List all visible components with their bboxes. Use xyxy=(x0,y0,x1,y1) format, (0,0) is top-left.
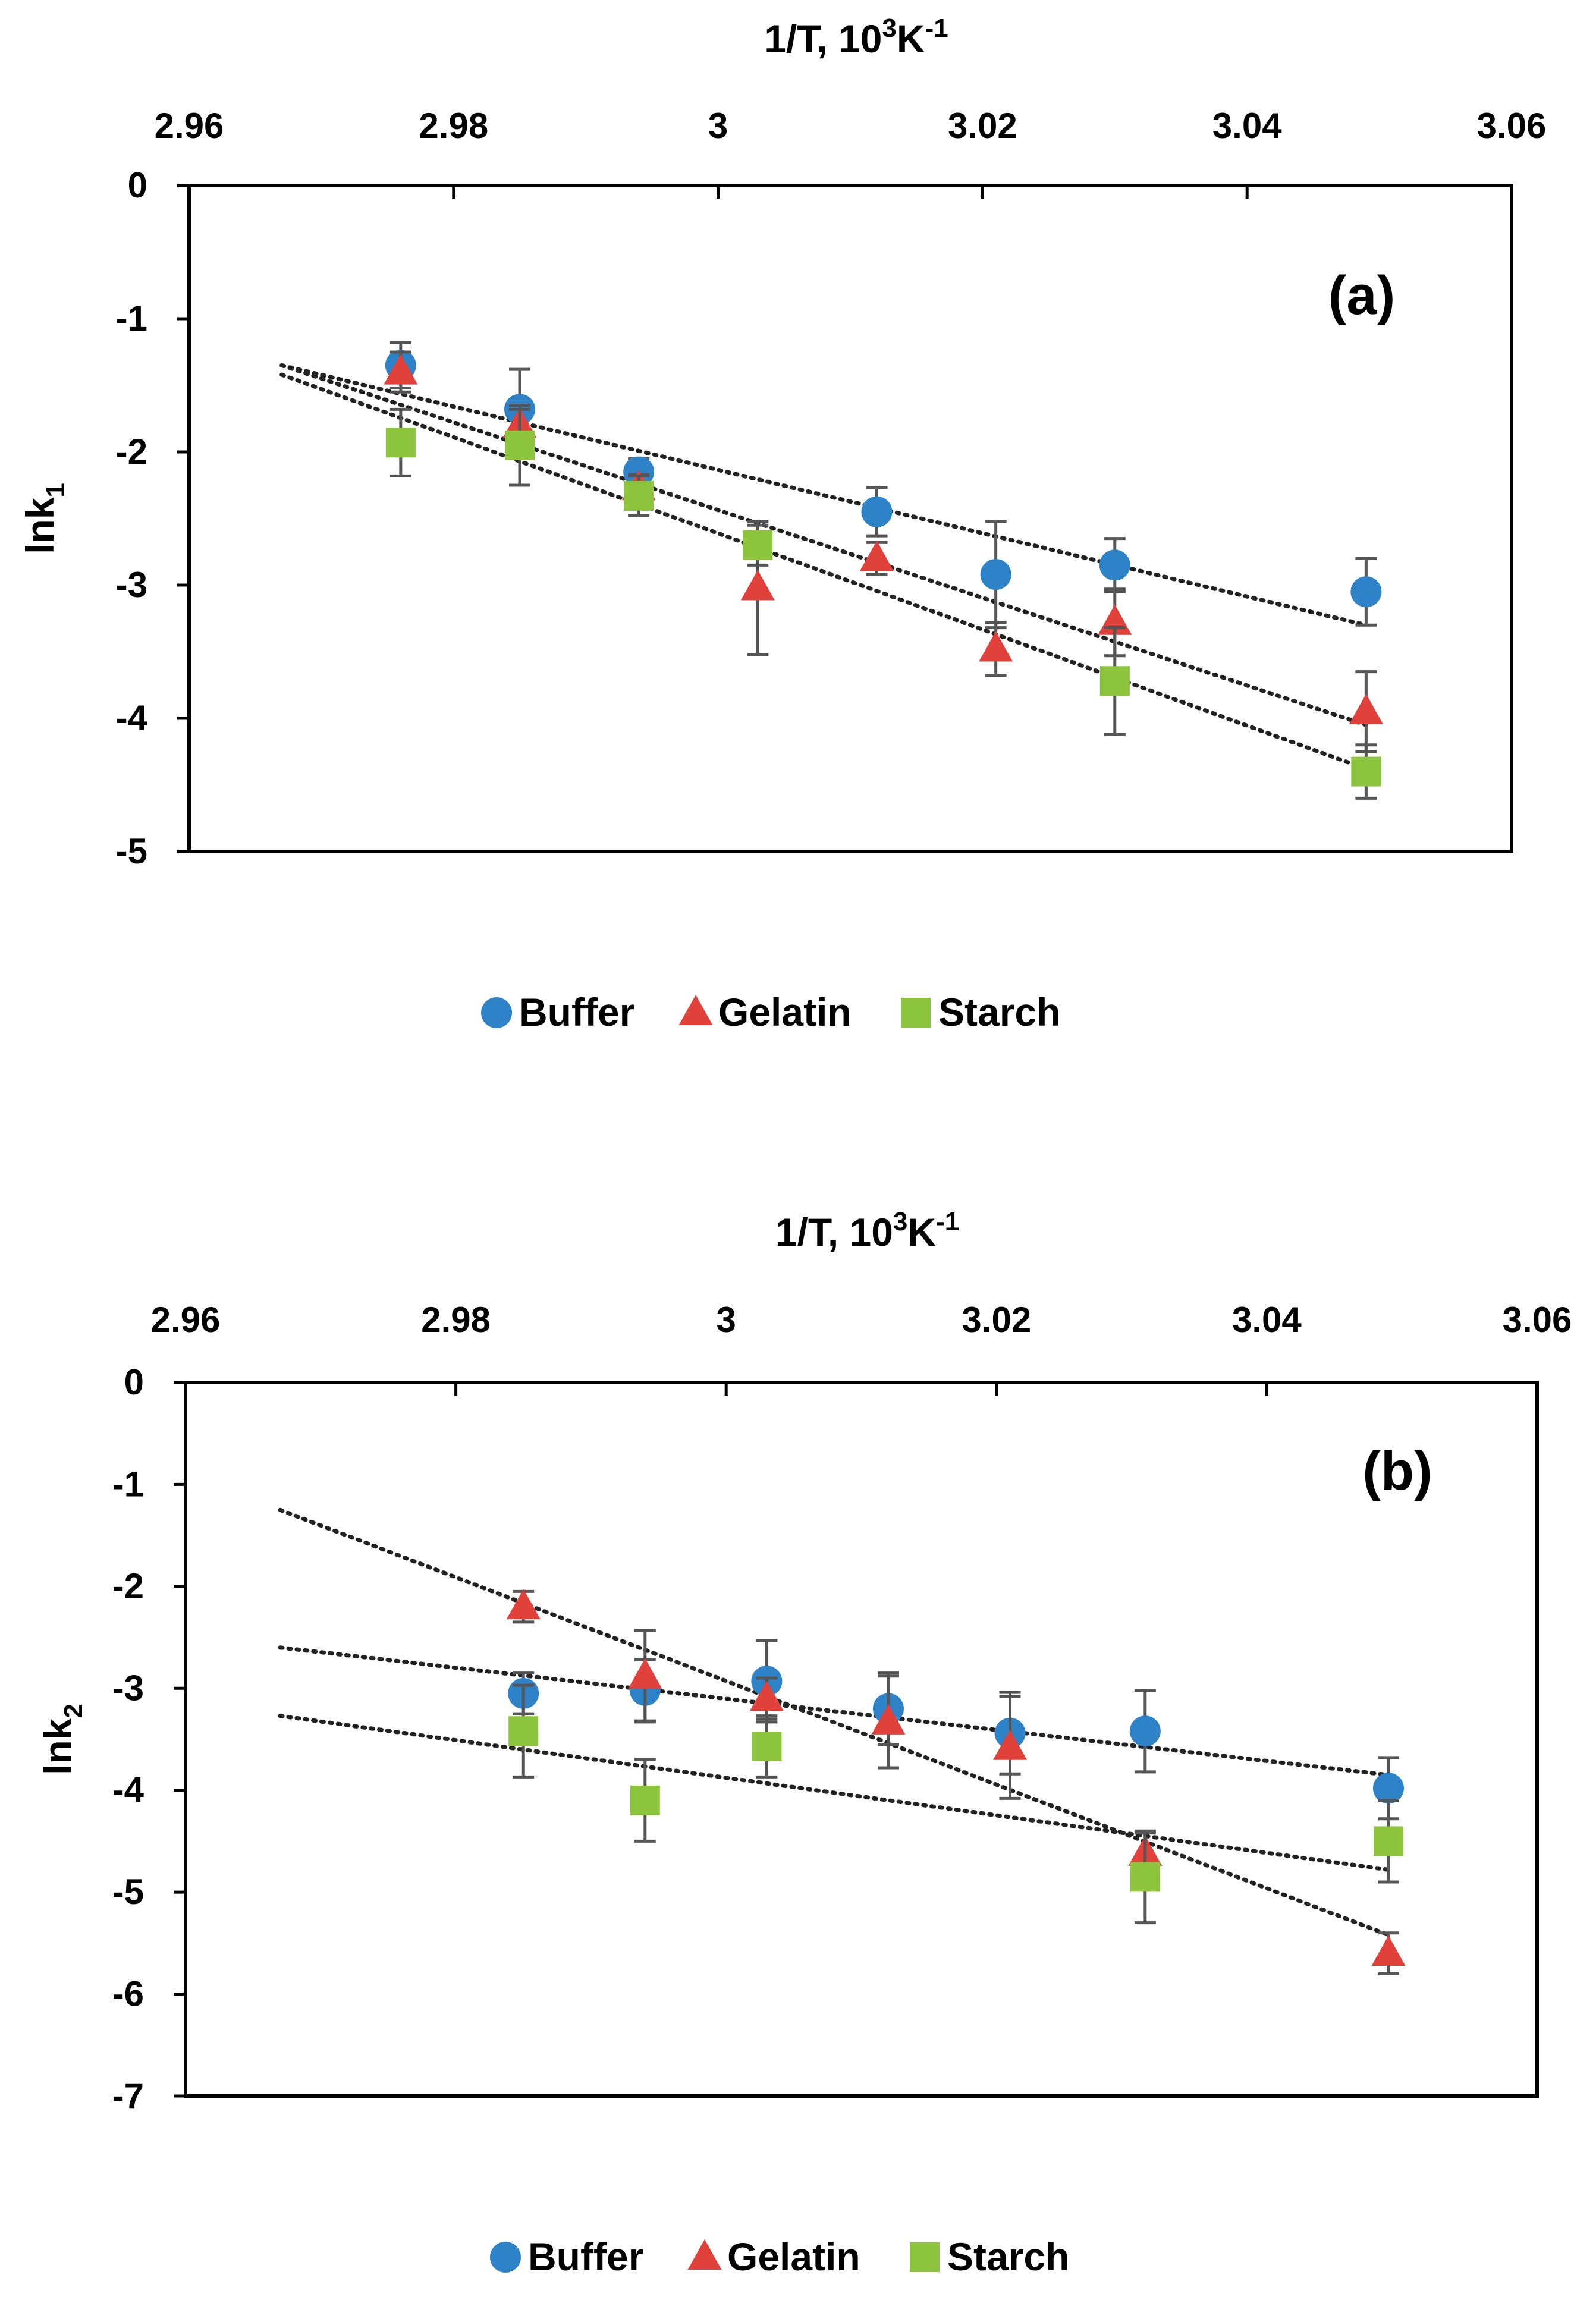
data-point-starch xyxy=(624,480,654,511)
legend-label-buffer: Buffer xyxy=(528,2235,643,2279)
data-point-gelatin xyxy=(979,631,1013,662)
data-point-starch xyxy=(743,530,773,560)
trendline-gelatin xyxy=(279,363,1368,727)
data-point-gelatin xyxy=(993,1729,1028,1760)
legend-marker-starch xyxy=(901,998,931,1028)
y-axis-title: lnk1 xyxy=(18,483,70,554)
data-point-starch xyxy=(752,1732,782,1761)
legend-label-buffer: Buffer xyxy=(519,990,634,1034)
legend-label-starch: Starch xyxy=(938,990,1060,1034)
series-buffer xyxy=(385,341,1382,630)
y-tick-label: -5 xyxy=(112,1872,144,1912)
y-tick-label: -2 xyxy=(116,432,147,472)
data-point-gelatin xyxy=(1371,1935,1406,1966)
x-axis-title: 1/T, 103K-1 xyxy=(764,14,948,61)
data-point-starch xyxy=(630,1785,660,1815)
x-tick-label: 3 xyxy=(717,1300,736,1340)
trendline-gelatin xyxy=(278,1507,1391,1937)
x-tick-label: 2.96 xyxy=(151,1300,221,1340)
data-point-gelatin xyxy=(871,1704,906,1735)
data-point-starch xyxy=(1130,1862,1160,1892)
data-point-gelatin xyxy=(749,1680,784,1711)
y-tick-label: -4 xyxy=(116,698,148,738)
series-starch xyxy=(385,404,1381,800)
legend: Buffer Gelatin Starch xyxy=(490,2235,1069,2279)
trendline-buffer xyxy=(279,363,1368,627)
data-point-gelatin xyxy=(628,1658,662,1689)
legend: Buffer Gelatin Starch xyxy=(481,990,1060,1034)
y-tick-label: -2 xyxy=(112,1566,144,1606)
data-point-buffer xyxy=(1350,576,1382,608)
panel-label: (a) xyxy=(1328,265,1395,326)
legend-marker-buffer xyxy=(490,2242,521,2273)
data-point-starch xyxy=(385,428,416,458)
data-point-gelatin xyxy=(859,541,894,571)
x-tick-label: 3.02 xyxy=(948,106,1017,146)
data-point-buffer xyxy=(980,559,1011,590)
plot-area xyxy=(187,184,1513,853)
legend-marker-gelatin xyxy=(687,2239,722,2270)
data-point-buffer xyxy=(1099,549,1130,581)
x-tick-label: 3 xyxy=(708,106,728,146)
data-point-starch xyxy=(1099,666,1130,696)
y-tick-label: -1 xyxy=(116,299,147,338)
series-starch xyxy=(508,1683,1403,1925)
x-tick-label: 3.04 xyxy=(1232,1300,1302,1340)
y-tick-label: -3 xyxy=(116,565,147,605)
y-tick-label: -4 xyxy=(112,1770,144,1810)
y-tick-label: -5 xyxy=(116,831,147,871)
data-point-starch xyxy=(1373,1826,1403,1856)
data-point-gelatin xyxy=(384,354,418,385)
x-tick-label: 3.02 xyxy=(962,1300,1031,1340)
trendline-starch xyxy=(279,372,1368,771)
trendline-buffer xyxy=(278,1645,1391,1777)
legend-label-gelatin: Gelatin xyxy=(727,2235,860,2279)
y-axis-title: lnk2 xyxy=(36,1704,88,1775)
x-axis-title: 1/T, 103K-1 xyxy=(775,1207,959,1254)
series-gelatin xyxy=(506,1589,1406,1975)
data-point-starch xyxy=(1351,756,1381,787)
x-tick-label: 2.98 xyxy=(419,106,488,146)
panel-label: (b) xyxy=(1362,1441,1432,1501)
x-tick-label: 2.98 xyxy=(421,1300,491,1340)
x-tick-label: 3.04 xyxy=(1212,106,1282,146)
data-point-buffer xyxy=(1372,1773,1404,1804)
legend-marker-gelatin xyxy=(678,995,713,1025)
trendline-starch xyxy=(278,1714,1391,1872)
data-point-gelatin xyxy=(506,1589,541,1620)
x-tick-label: 3.06 xyxy=(1503,1300,1572,1340)
y-tick-label: 0 xyxy=(124,1362,144,1402)
data-point-starch xyxy=(505,430,535,460)
legend-label-starch: Starch xyxy=(947,2235,1069,2279)
x-tick-label: 3.06 xyxy=(1477,106,1547,146)
y-tick-label: -7 xyxy=(112,2076,144,2116)
data-point-starch xyxy=(508,1716,539,1746)
data-point-gelatin xyxy=(1349,693,1383,724)
y-tick-label: -1 xyxy=(112,1464,144,1504)
y-tick-label: -6 xyxy=(112,1974,144,2014)
data-point-buffer xyxy=(1129,1715,1161,1747)
y-tick-label: 0 xyxy=(128,165,147,205)
panel-b: 1/T, 103K-1 2.96 2.98 3 3.02 3.04 3.06 0 -1 -2 -3 -… xyxy=(36,1207,1572,2279)
x-tick-label: 2.96 xyxy=(155,106,224,146)
legend-label-gelatin: Gelatin xyxy=(718,990,852,1034)
legend-marker-buffer xyxy=(481,997,512,1028)
data-point-buffer xyxy=(861,496,893,527)
legend-marker-starch xyxy=(910,2242,940,2272)
panel-a: 1/T, 103K-1 2.96 2.98 3 3.02 3.04 3.06 0 -1 -2 -3 -… xyxy=(18,14,1546,1034)
data-point-gelatin xyxy=(740,570,775,601)
y-tick-label: -3 xyxy=(112,1668,144,1708)
plot-area xyxy=(184,1381,1539,2098)
